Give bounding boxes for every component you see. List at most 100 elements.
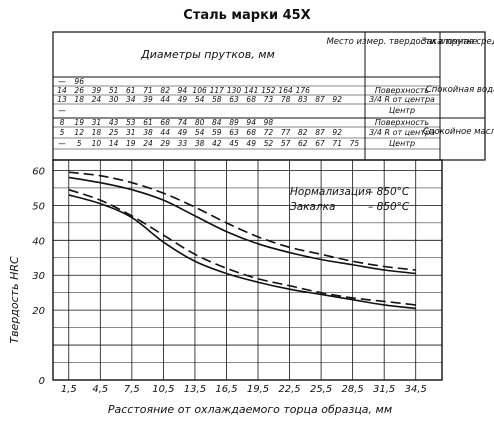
diameter-value: 94 (246, 118, 256, 127)
diameter-value: 53 (126, 118, 136, 127)
diameter-value: 75 (350, 139, 360, 148)
header-table: Диаметры прутков, мм Место измер. твердо… (52, 31, 494, 161)
legend: Нормализация – 850°С Закалка – 850°С (290, 186, 410, 213)
x-tick-label: 19,5 (247, 384, 269, 395)
diameter-value: — (58, 139, 66, 148)
diameter-value: 34 (126, 95, 136, 104)
diameter-value: 83 (298, 95, 308, 104)
position-header: Место измер. твердости в прутке (326, 37, 477, 47)
y-axis-label: Твердость HRC (8, 256, 21, 344)
water-medium: Спокойная вода (426, 85, 494, 95)
diameter-value: 63 (229, 95, 239, 104)
diameter-value: 49 (246, 139, 256, 148)
diameter-value: 61 (143, 118, 153, 127)
diameter-value: 26 (74, 86, 84, 95)
diameter-value: 77 (281, 128, 291, 137)
diameter-value: 8 (60, 118, 65, 127)
diameter-value: 68 (246, 128, 256, 137)
medium-header: Закалочная среда (421, 37, 494, 47)
diameter-value: 152 (261, 86, 276, 95)
legend-quench-label: Закалка (290, 201, 335, 213)
diameter-value: 18 (74, 95, 84, 104)
diameter-value: 14 (109, 139, 119, 148)
y-tick-label: 40 (32, 236, 45, 247)
diameter-value: 87 (315, 128, 325, 137)
diameter-value: — (58, 106, 66, 115)
header-table-rows: — 96 14 26 39 51 61 71 82 94 106 117 130 141 152 164 176… (57, 77, 435, 148)
x-tick-label: 7,5 (124, 384, 140, 395)
diameter-value: 62 (298, 139, 308, 148)
position-label: Поверхность (375, 118, 430, 127)
legend-quench-temp: – 850°С (368, 201, 410, 213)
diameter-value: 78 (281, 95, 291, 104)
diameter-value: 54 (195, 128, 205, 137)
grid (53, 160, 442, 380)
plot-frame (52, 159, 443, 381)
diameter-value: 12 (74, 128, 84, 137)
x-tick-label: 16,5 (215, 384, 237, 395)
x-tick-label: 1,5 (61, 384, 77, 395)
chart-title: Сталь марки 45Х (183, 8, 310, 23)
x-tick-label: 28,5 (342, 384, 364, 395)
curve-dashed-2 (68, 188, 416, 306)
diameter-value: 19 (126, 139, 136, 148)
diameter-value: 164 (278, 86, 293, 95)
diameter-value: 30 (109, 95, 119, 104)
diameter-value: 82 (160, 86, 170, 95)
diameter-value: 117 (210, 86, 225, 95)
diameter-value: 61 (126, 86, 136, 95)
diameter-value: 52 (264, 139, 274, 148)
diameter-value: 176 (296, 86, 311, 95)
x-tick-label: 10,5 (152, 384, 174, 395)
diameter-value: 92 (332, 95, 342, 104)
y-tick-label: 60 (32, 166, 45, 177)
diameter-value: 94 (178, 86, 188, 95)
diameter-value: 74 (178, 118, 188, 127)
diameter-value: 43 (109, 118, 119, 127)
diameter-value: 58 (212, 95, 222, 104)
diameter-value: 38 (143, 128, 153, 137)
diameter-value: 31 (92, 118, 102, 127)
x-tick-label: 13,5 (184, 384, 206, 395)
x-tick-label: 34,5 (405, 384, 427, 395)
diameter-value: 39 (92, 86, 102, 95)
x-axis-label: Расстояние от охлаждаемого торца образца… (108, 403, 392, 416)
diameter-value: 54 (195, 95, 205, 104)
diameter-value: 71 (143, 86, 153, 95)
y-tick-label: 50 (32, 201, 45, 212)
position-label: Поверхность (375, 86, 430, 95)
legend-normalization-label: Нормализация (290, 186, 371, 198)
x-tick-label: 4,5 (92, 384, 108, 395)
diameter-value: 59 (212, 128, 222, 137)
diameter-value: 71 (332, 139, 342, 148)
diameter-value: 51 (109, 86, 119, 95)
diameter-value: 87 (315, 95, 325, 104)
y-tick-label: 30 (32, 271, 45, 282)
y-tick-label: 0 (39, 376, 45, 387)
diameter-value: 31 (126, 128, 136, 137)
diameter-value: 130 (227, 86, 242, 95)
diameter-value: 89 (229, 118, 239, 127)
diameter-value: 72 (264, 128, 274, 137)
diameter-value: 14 (57, 86, 67, 95)
position-label: 3/4 R от центра (369, 95, 435, 104)
diameter-value: 18 (92, 128, 102, 137)
position-label: 3/4 R от центра (369, 128, 435, 137)
diameter-value: 5 (77, 139, 82, 148)
diameter-value: 24 (92, 95, 102, 104)
tick-labels: 1,5 4,5 7,5 10,5 13,5 16,5 19,5 22,5 25,5 28,5 31,… (32, 166, 427, 395)
diameter-value: 25 (109, 128, 119, 137)
diameter-value: 49 (178, 95, 188, 104)
oil-medium: Спокойное масло (423, 127, 494, 137)
diameter-value: 96 (74, 77, 84, 86)
diameter-value: 42 (212, 139, 222, 148)
position-label: Центр (389, 139, 415, 148)
diameter-value: 57 (281, 139, 291, 148)
diameter-value: 5 (60, 128, 65, 137)
diameter-value: 33 (178, 139, 188, 148)
diameter-value: 13 (57, 95, 67, 104)
diameter-value: 98 (264, 118, 274, 127)
diameter-value: 44 (160, 128, 170, 137)
diameter-value: 106 (192, 86, 207, 95)
